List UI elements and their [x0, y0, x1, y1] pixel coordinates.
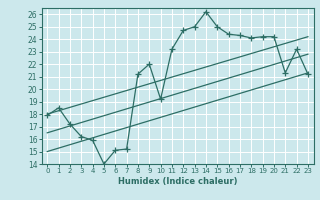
X-axis label: Humidex (Indice chaleur): Humidex (Indice chaleur): [118, 177, 237, 186]
